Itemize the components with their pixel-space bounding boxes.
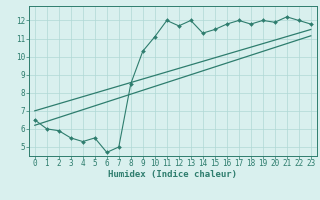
X-axis label: Humidex (Indice chaleur): Humidex (Indice chaleur) xyxy=(108,170,237,179)
